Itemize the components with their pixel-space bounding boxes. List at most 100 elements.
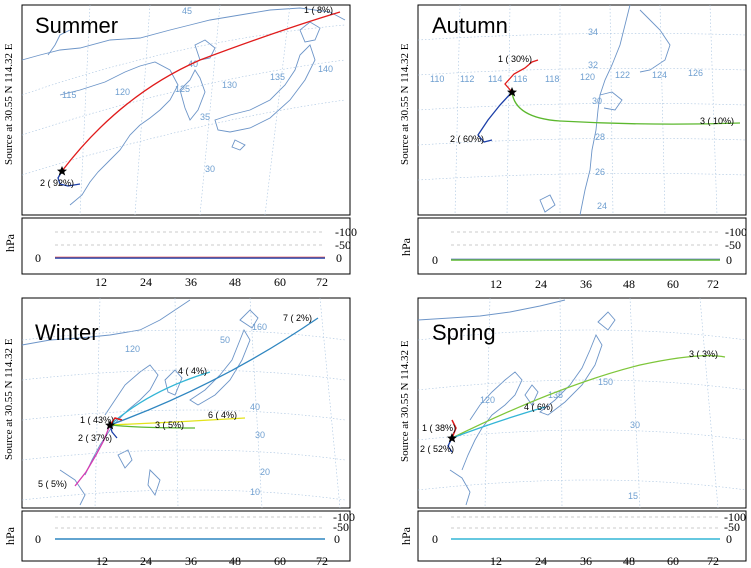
- grid-number: 26: [595, 167, 605, 177]
- trajectory-2: [57, 170, 81, 187]
- height-unit: hPa: [399, 237, 413, 256]
- height-panel-frame: [21, 217, 351, 275]
- time-tick: 36: [185, 554, 197, 568]
- trajectory-label: 1 ( 38%): [422, 423, 456, 433]
- trajectory-label: 3 ( 3%): [689, 349, 718, 359]
- panel-title: Spring: [432, 320, 496, 345]
- trajectory-1: [504, 59, 539, 93]
- height-panel-frame: [417, 217, 747, 275]
- time-tick: 12: [96, 554, 108, 568]
- grid-number: 50: [220, 335, 230, 345]
- trajectory-label: 6 ( 4%): [208, 410, 237, 420]
- lat-lon-grid: [417, 4, 747, 216]
- grid-number: 135: [270, 72, 285, 82]
- grid-number: 115: [62, 90, 76, 100]
- trajectory-marker: [447, 433, 457, 443]
- source-label: Source at 30.55 N 114.32 E: [399, 340, 411, 462]
- time-tick: 72: [316, 554, 328, 568]
- grid-number: 30: [255, 430, 265, 440]
- height-tick: -100: [335, 225, 357, 239]
- grid-number: 125: [175, 84, 190, 94]
- grid-number: 160: [252, 322, 267, 332]
- grid-number: 118: [545, 74, 559, 84]
- time-tick: 60: [667, 277, 679, 291]
- height-tick: 0: [334, 532, 340, 546]
- time-tick: 60: [274, 275, 286, 289]
- trajectory-label: 5 ( 5%): [38, 479, 67, 489]
- trajectory-label: 4 ( 6%): [524, 402, 553, 412]
- trajectory-label: 4 ( 4%): [178, 366, 207, 376]
- lat-lon-grid: [21, 297, 346, 509]
- trajectory-label: 3 ( 5%): [155, 420, 184, 430]
- trajectory-label: 1 ( 8%): [304, 5, 333, 15]
- lat-lon-grid: [21, 4, 346, 216]
- height-unit: hPa: [3, 233, 17, 252]
- source-label: Source at 30.55 N 114.32 E: [3, 338, 15, 460]
- trajectory-label: 2 ( 37%): [78, 433, 112, 443]
- time-tick: 12: [95, 275, 107, 289]
- panel-autumn: 34 32 30 28 26 24 110 112 114 116 118 12…: [399, 4, 747, 291]
- height-tick: 0: [726, 253, 732, 267]
- trajectory-3: [109, 424, 196, 429]
- height-tick: 0: [336, 251, 342, 265]
- trajectory-3: [451, 354, 726, 439]
- grid-number: 28: [595, 132, 605, 142]
- height-zero: 0: [432, 253, 438, 267]
- grid-number-labels: 160 50 40 30 20 10 120: [125, 322, 270, 497]
- time-tick: 72: [707, 554, 719, 568]
- height-tick: -50: [725, 238, 741, 252]
- trajectory-1: [451, 419, 457, 439]
- time-tick: 60: [274, 554, 286, 568]
- grid-number-labels: 34 32 30 28 26 24 110 112 114 116 118 12…: [430, 27, 703, 211]
- time-tick: 24: [140, 554, 152, 568]
- grid-number: 10: [250, 487, 260, 497]
- trajectory-marker: [105, 420, 115, 430]
- trajectory-1: [109, 417, 123, 426]
- trajectory-marker: [56, 166, 67, 176]
- time-tick: 48: [623, 277, 635, 291]
- height-zero: 0: [35, 251, 41, 265]
- grid-number: 120: [580, 72, 595, 82]
- time-tick: 24: [535, 554, 547, 568]
- time-tick: 48: [229, 554, 241, 568]
- grid-number: 130: [222, 80, 237, 90]
- panel-title: Winter: [35, 320, 99, 345]
- trajectory-label: 3 ( 10%): [700, 116, 734, 126]
- time-tick: 24: [140, 275, 152, 289]
- source-label: Source at 30.55 N 114.32 E: [399, 43, 411, 165]
- height-panel-frame: [417, 510, 747, 562]
- coastline: [539, 4, 671, 216]
- grid-number: 30: [630, 420, 640, 430]
- grid-number: 30: [205, 164, 215, 174]
- map-frame: [417, 4, 747, 216]
- time-ticks: 12 24 36 48 60 72: [95, 275, 328, 289]
- height-tick: -100: [724, 510, 746, 524]
- trajectory-lines: [447, 354, 726, 453]
- trajectory-label: 2 ( 52%): [420, 444, 454, 454]
- grid-number: 120: [480, 395, 495, 405]
- grid-number: 40: [188, 59, 198, 69]
- grid-number: 15: [628, 491, 638, 501]
- height-tick: -50: [335, 238, 351, 252]
- grid-number: 30: [592, 96, 602, 106]
- height-unit: hPa: [399, 526, 413, 545]
- grid-number: 116: [513, 74, 527, 84]
- panel-spring: 150 135 120 30 15 1 ( 38%) 2 ( 52%) 3 ( …: [399, 297, 747, 568]
- time-tick: 12: [490, 277, 502, 291]
- panel-title: Summer: [35, 13, 118, 38]
- grid-number-labels: 45 40 35 30 115 120 125 130 135 140: [62, 6, 333, 174]
- grid-number: 126: [688, 68, 703, 78]
- trajectory-6: [109, 417, 246, 426]
- grid-number: 120: [125, 344, 140, 354]
- source-label: Source at 30.55 N 114.32 E: [3, 43, 15, 165]
- time-tick: 36: [580, 277, 592, 291]
- lat-lon-grid: [417, 297, 747, 509]
- coastline: [21, 7, 346, 206]
- time-tick: 24: [535, 277, 547, 291]
- trajectory-7: [109, 317, 319, 426]
- time-tick: 48: [623, 554, 635, 568]
- trajectory-label: 1 ( 43%): [80, 415, 114, 425]
- trajectory-1: [61, 11, 341, 172]
- trajectory-4: [109, 371, 211, 426]
